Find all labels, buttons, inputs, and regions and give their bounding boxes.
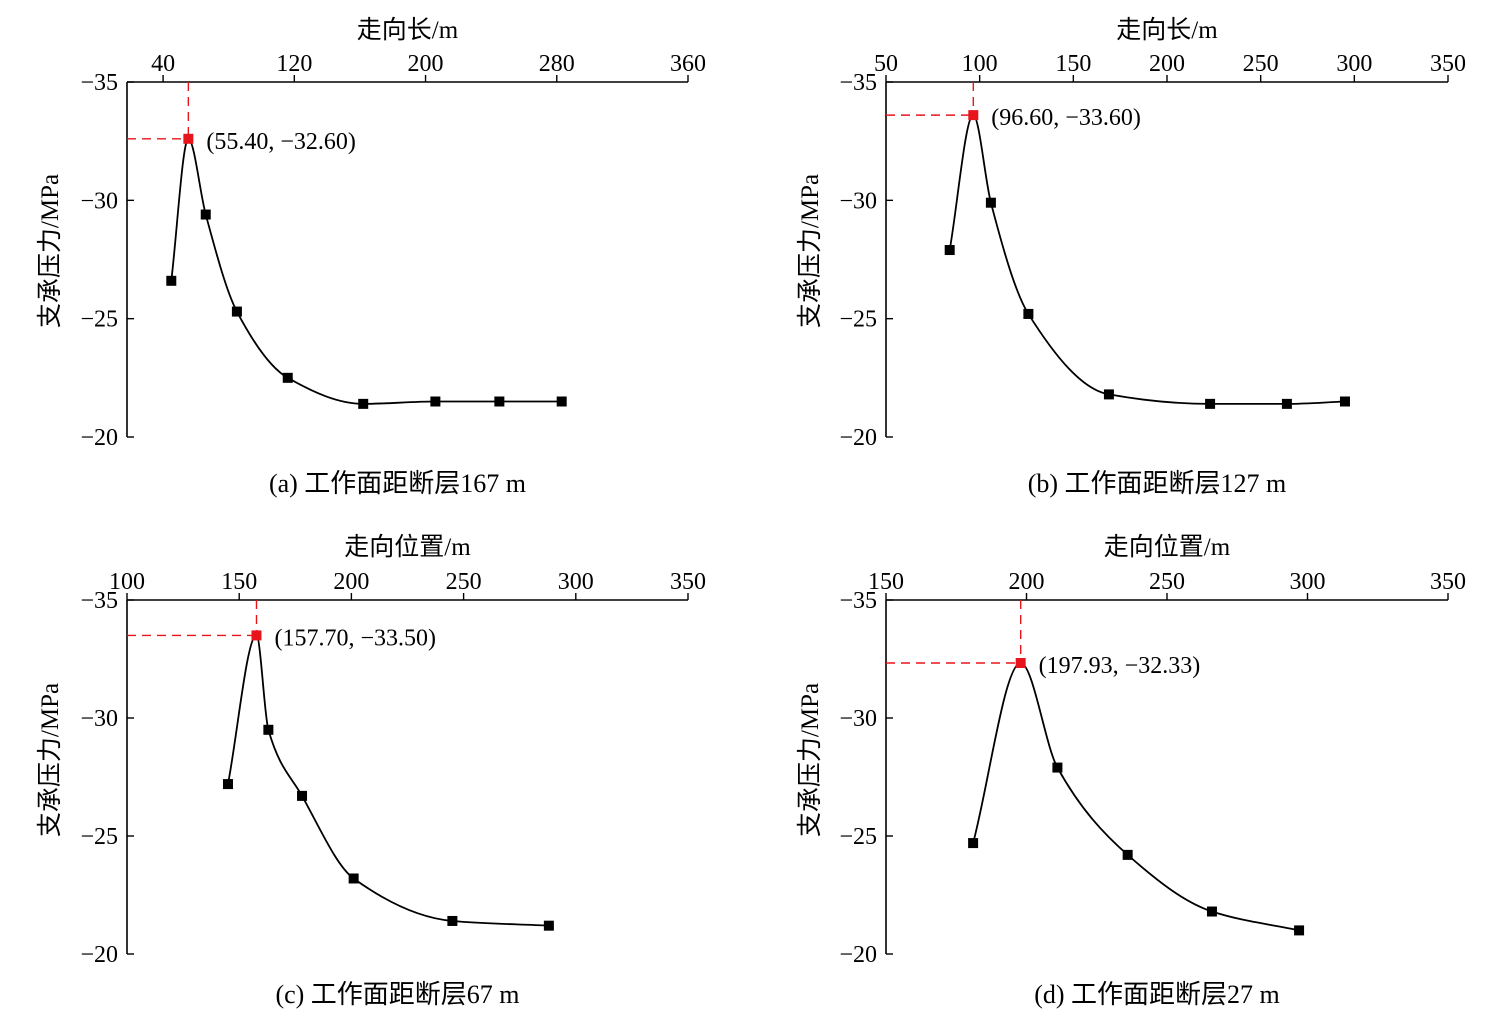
data-point bbox=[556, 396, 567, 407]
x-tick-label: 50 bbox=[874, 51, 898, 77]
x-tick-label: 100 bbox=[109, 569, 145, 595]
x-tick-label: 350 bbox=[670, 569, 706, 595]
y-tick-label: −25 bbox=[839, 824, 877, 850]
peak-point bbox=[251, 630, 262, 641]
series-line bbox=[227, 634, 549, 927]
panel-d: 150 200 250 300 350 −35 −30 −25 −20 走向位置/m 支承压力/MP… bbox=[796, 533, 1466, 1009]
data-point bbox=[543, 920, 554, 931]
data-point bbox=[1052, 762, 1063, 773]
y-tick-label: −30 bbox=[839, 188, 877, 214]
panel-b: 50 100 150 200 250 300 350 −35 −30 −25 −20 走向长/m 支承压… bbox=[796, 16, 1466, 498]
y-tick-label: −35 bbox=[839, 588, 877, 614]
data-point bbox=[297, 790, 308, 801]
peak-annotation: (55.40, −32.60) bbox=[206, 129, 356, 155]
panel-a: 40 120 200 280 360 −35 −30 −25 −20 走向长/m 支承压力/MPa (… bbox=[36, 16, 706, 498]
data-point bbox=[348, 873, 359, 884]
x-tick-label: 250 bbox=[1243, 51, 1279, 77]
y-tick-label: −20 bbox=[839, 942, 877, 968]
data-point bbox=[1339, 396, 1350, 407]
data-point bbox=[430, 396, 441, 407]
peak-point bbox=[1015, 658, 1026, 669]
data-point bbox=[1023, 308, 1034, 319]
series-line bbox=[170, 137, 562, 405]
peak-point bbox=[968, 110, 979, 121]
data-point bbox=[447, 915, 458, 926]
data-point bbox=[1294, 925, 1305, 936]
data-point bbox=[222, 779, 233, 790]
peak-annotation: (96.60, −33.60) bbox=[991, 105, 1141, 131]
data-point bbox=[494, 396, 505, 407]
x-tick-label: 280 bbox=[539, 51, 575, 77]
y-tick-label: −25 bbox=[839, 307, 877, 333]
x-tick-label: 300 bbox=[558, 569, 594, 595]
y-axis-title: 支承压力/MPa bbox=[796, 174, 824, 328]
data-point bbox=[358, 398, 369, 409]
y-tick-label: −35 bbox=[80, 588, 118, 614]
y-tick-label: −20 bbox=[80, 942, 118, 968]
panel-caption: (c) 工作面距断层67 m bbox=[275, 980, 519, 1009]
peak-annotation: (157.70, −33.50) bbox=[274, 625, 436, 651]
y-tick-label: −25 bbox=[80, 824, 118, 850]
data-point bbox=[166, 275, 177, 286]
x-tick-label: 40 bbox=[151, 51, 175, 77]
x-axis-title: 走向长/m bbox=[1116, 16, 1218, 44]
x-tick-label: 200 bbox=[1149, 51, 1185, 77]
data-point bbox=[1206, 906, 1217, 917]
x-tick-label: 250 bbox=[446, 569, 482, 595]
panel-caption: (a) 工作面距断层167 m bbox=[269, 469, 526, 498]
x-tick-label: 360 bbox=[670, 51, 706, 77]
panel-caption: (b) 工作面距断层127 m bbox=[1028, 469, 1287, 498]
x-tick-label: 250 bbox=[1149, 569, 1185, 595]
panel-caption: (d) 工作面距断层27 m bbox=[1034, 980, 1280, 1009]
x-axis-title: 走向位置/m bbox=[1104, 533, 1231, 561]
x-tick-label: 200 bbox=[408, 51, 444, 77]
y-tick-label: −20 bbox=[80, 425, 118, 451]
x-tick-label: 300 bbox=[1336, 51, 1372, 77]
y-axis-title: 支承压力/MPa bbox=[796, 683, 824, 837]
data-point bbox=[231, 306, 242, 317]
x-tick-label: 350 bbox=[1430, 51, 1466, 77]
data-point bbox=[1205, 398, 1216, 409]
x-tick-label: 200 bbox=[1009, 569, 1045, 595]
x-axis-title: 走向位置/m bbox=[344, 533, 471, 561]
data-point bbox=[968, 838, 979, 849]
peak-point bbox=[183, 133, 194, 144]
y-tick-label: −35 bbox=[80, 70, 118, 96]
x-tick-label: 200 bbox=[333, 569, 369, 595]
series-line bbox=[972, 662, 1300, 932]
y-tick-label: −30 bbox=[839, 706, 877, 732]
x-tick-label: 100 bbox=[962, 51, 998, 77]
x-axis-title: 走向长/m bbox=[357, 16, 459, 44]
y-tick-label: −20 bbox=[839, 425, 877, 451]
data-point bbox=[985, 197, 996, 208]
data-point bbox=[282, 372, 293, 383]
y-tick-label: −30 bbox=[80, 706, 118, 732]
x-tick-label: 300 bbox=[1290, 569, 1326, 595]
data-point bbox=[1103, 389, 1114, 400]
x-tick-label: 150 bbox=[221, 569, 257, 595]
panel-c: 100 150 200 250 300 350 −35 −30 −25 −20 走向位置/m 支承压力… bbox=[36, 533, 706, 1009]
data-point bbox=[944, 245, 955, 256]
x-tick-label: 150 bbox=[1055, 51, 1091, 77]
peak-annotation: (197.93, −32.33) bbox=[1039, 653, 1201, 679]
data-point bbox=[1122, 849, 1133, 860]
y-tick-label: −35 bbox=[839, 70, 877, 96]
y-axis-title: 支承压力/MPa bbox=[36, 683, 64, 837]
y-tick-label: −25 bbox=[80, 307, 118, 333]
x-tick-label: 350 bbox=[1430, 569, 1466, 595]
data-point bbox=[263, 724, 274, 735]
data-point bbox=[200, 209, 211, 220]
y-tick-label: −30 bbox=[80, 188, 118, 214]
series-line bbox=[948, 114, 1346, 405]
data-point bbox=[1281, 398, 1292, 409]
x-tick-label: 120 bbox=[276, 51, 312, 77]
y-axis-title: 支承压力/MPa bbox=[36, 174, 64, 328]
x-tick-label: 150 bbox=[868, 569, 904, 595]
